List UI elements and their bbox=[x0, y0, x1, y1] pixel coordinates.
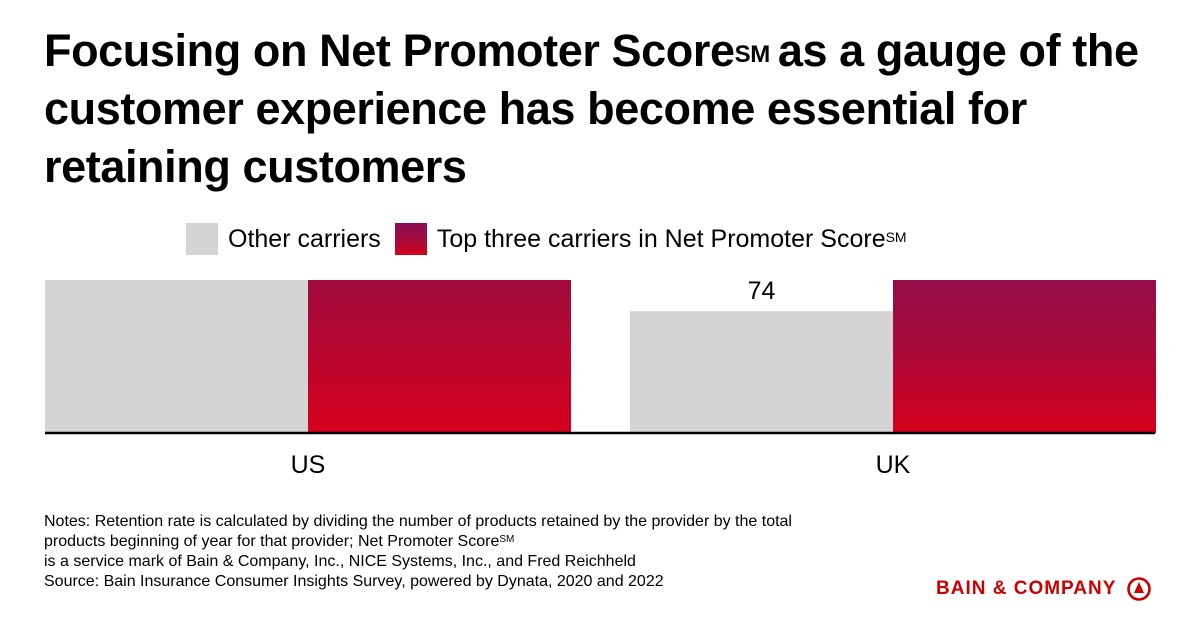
bain-logo-icon bbox=[1127, 577, 1152, 601]
notes-sm-mark: SM bbox=[499, 534, 515, 545]
footnotes: Notes: Retention rate is calculated by d… bbox=[44, 512, 824, 592]
chart-title: Focusing on Net Promoter ScoreSM as a gau… bbox=[44, 22, 1164, 196]
bars-group bbox=[45, 280, 1156, 433]
bar-chart: 90%95US7483UK bbox=[45, 280, 1156, 479]
legend-swatch-top bbox=[394, 223, 427, 255]
data-label-uk-other: 74 bbox=[748, 280, 776, 305]
legend-label-other: Other carriers bbox=[228, 224, 381, 253]
bar-uk-other bbox=[630, 311, 893, 433]
labels-group: 90%95US7483UK bbox=[291, 280, 911, 479]
bar-us-other bbox=[45, 280, 308, 433]
brand-logo: BAIN & COMPANY bbox=[936, 576, 1152, 602]
legend: Other carriers Top three carriers in Net… bbox=[186, 222, 921, 256]
bar-uk-top bbox=[893, 280, 1156, 433]
category-label-us: US bbox=[291, 451, 326, 479]
legend-item-top: Top three carriers in Net Promoter Score… bbox=[394, 223, 907, 255]
legend-swatch-other bbox=[186, 223, 218, 255]
notes-text-2: is a service mark of Bain & Company, Inc… bbox=[44, 553, 636, 570]
legend-item-other: Other carriers bbox=[186, 223, 381, 255]
source-text: Source: Bain Insurance Consumer Insights… bbox=[44, 573, 664, 590]
legend-label-top: Top three carriers in Net Promoter Score bbox=[436, 224, 886, 253]
title-sm-mark: SM bbox=[734, 41, 771, 68]
legend-sm-mark: SM bbox=[885, 229, 907, 245]
category-label-uk: UK bbox=[876, 451, 911, 479]
title-text-pre: Focusing on Net Promoter Score bbox=[44, 25, 735, 76]
brand-name: BAIN & COMPANY bbox=[936, 578, 1117, 599]
bar-us-top bbox=[308, 280, 571, 433]
title-text-post: as a gauge of the customer experience ha… bbox=[44, 25, 1139, 192]
notes-text: Notes: Retention rate is calculated by d… bbox=[44, 513, 792, 550]
